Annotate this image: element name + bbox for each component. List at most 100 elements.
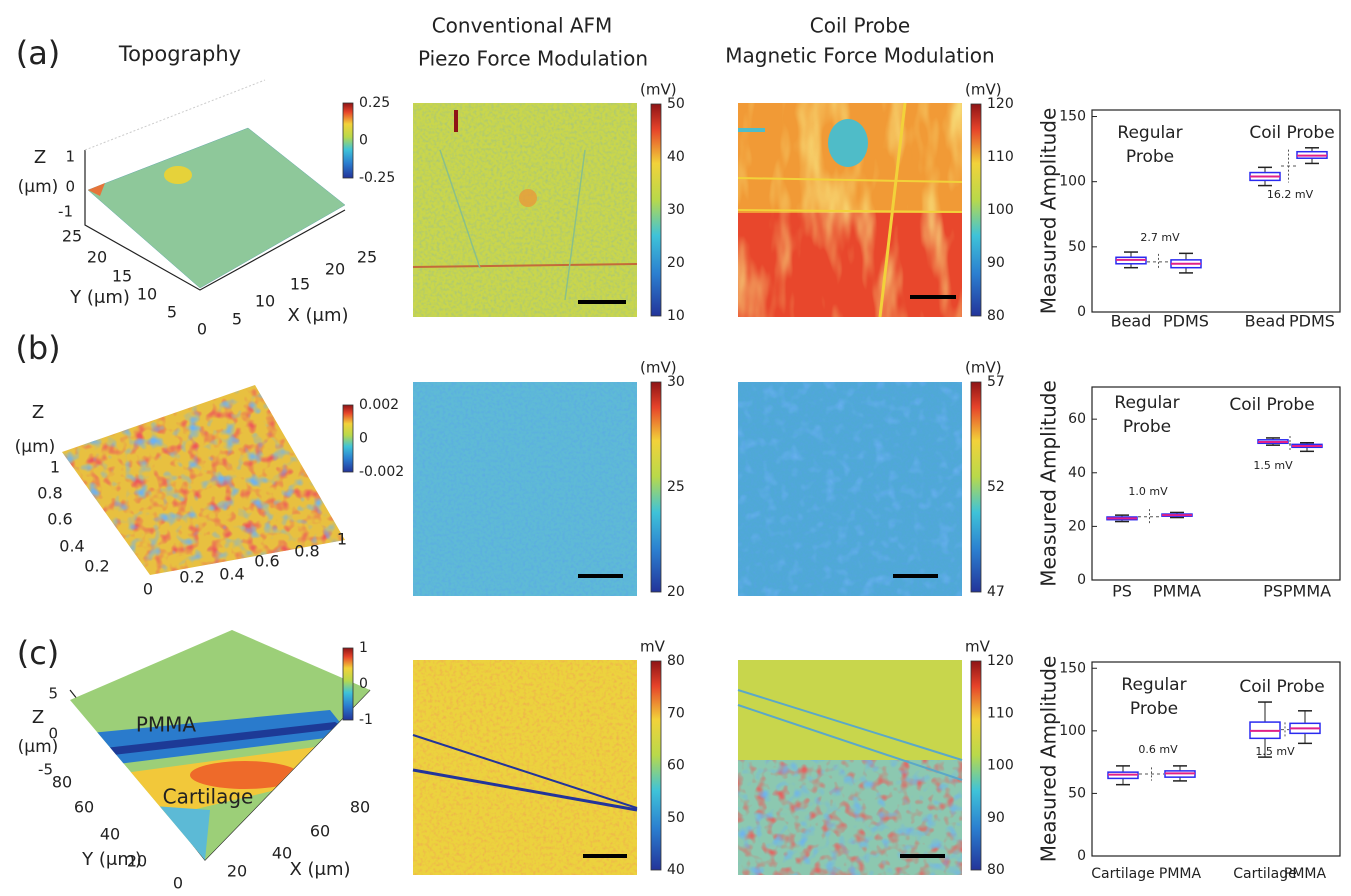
axis-label: Y (μm): [69, 287, 130, 308]
y-tick-label: 0: [1077, 572, 1086, 588]
y-tick-label: 100: [1059, 723, 1086, 739]
colorbar-tick-label: 52: [987, 479, 1005, 495]
colorbar-unit: (mV): [965, 81, 1002, 99]
column-title: Piezo Force Modulation: [418, 47, 648, 71]
x-tick-label: PDMS: [1289, 312, 1335, 331]
panel-label: (b): [15, 329, 60, 367]
difference-label: 1.5 mV: [1253, 459, 1293, 472]
y-tick-label: 0.8: [37, 484, 62, 503]
afm-image-a: [412, 103, 638, 317]
colorbar-tick-label: -0.002: [359, 464, 404, 480]
column-title: Coil Probe: [810, 14, 910, 38]
y-axis-label: Measured Amplitude: [1037, 656, 1061, 863]
x-tick-label: 60: [310, 822, 330, 841]
colorbar-tick-label: 70: [667, 705, 685, 721]
colorbar-tick-label: 60: [667, 758, 685, 774]
colorbar-unit: (mV): [640, 81, 677, 99]
colorbar-tick-label: 10: [667, 308, 685, 324]
group-label: Regular: [1117, 123, 1182, 143]
colorbar-tick-label: 0: [359, 133, 368, 149]
region-label: PMMA: [136, 713, 197, 737]
panel-label: (a): [16, 34, 61, 72]
colorbar-tick-label: 0: [359, 431, 368, 447]
y-tick-label: 1: [50, 458, 60, 477]
y-tick-label: 60: [74, 798, 94, 817]
panel-label: (c): [17, 634, 60, 672]
colorbar-unit: (mV): [965, 359, 1002, 377]
group-label: Probe: [1130, 699, 1178, 719]
colorbar-tick-label: 25: [667, 479, 685, 495]
axis-label: X (μm): [287, 305, 348, 326]
colorbar-tick-label: 100: [987, 202, 1014, 218]
y-tick-label: 20: [87, 248, 107, 267]
y-tick-label: 50: [1068, 239, 1086, 255]
x-tick-label: 5: [232, 310, 242, 329]
x-tick-label: PMMA: [1153, 582, 1201, 601]
x-tick-label: 20: [325, 260, 345, 279]
y-tick-label: 40: [100, 825, 120, 844]
group-label: Probe: [1126, 147, 1174, 167]
z-tick-label: 0: [65, 178, 75, 196]
y-tick-label: 0: [173, 874, 183, 893]
z-tick-label: -1: [58, 203, 73, 221]
colorbar: [970, 381, 982, 593]
colorbar: [970, 660, 982, 871]
x-tick-label: 0.2: [179, 568, 204, 587]
x-tick-label: 15: [290, 275, 310, 294]
y-tick-label: 150: [1059, 660, 1086, 676]
y-tick-label: 0.4: [59, 537, 84, 556]
colorbar-tick-label: 90: [987, 255, 1005, 271]
difference-label: 0.6 mV: [1138, 743, 1178, 756]
x-tick-label: PMMA: [1284, 866, 1327, 882]
x-tick-label: Cartilage: [1091, 866, 1154, 882]
colorbar-tick-label: 0.25: [359, 95, 390, 111]
colorbar-tick-label: 80: [987, 308, 1005, 324]
colorbar: [970, 103, 982, 317]
axis-label: Z: [34, 147, 46, 168]
colorbar-tick-label: 40: [667, 149, 685, 165]
y-tick-label: 0.2: [84, 557, 109, 576]
colorbar-tick-label: 80: [987, 862, 1005, 878]
group-label: Coil Probe: [1249, 123, 1334, 143]
x-tick-label: 40: [272, 844, 292, 863]
y-tick-label: 25: [62, 227, 82, 246]
group-label: Regular: [1121, 675, 1186, 695]
x-tick-label: 0.6: [254, 552, 279, 571]
axis-label: X (μm): [289, 859, 350, 880]
z-tick-label: 5: [48, 685, 58, 703]
x-tick-label: 1: [337, 530, 347, 549]
colorbar-tick-label: 50: [667, 810, 685, 826]
x-tick-label: PMMA: [1283, 582, 1331, 601]
x-tick-label: PS: [1112, 582, 1132, 601]
y-tick-label: 20: [127, 852, 147, 871]
colorbar-tick-label: 47: [987, 584, 1005, 600]
coil-image-c: [737, 660, 963, 875]
column-title: Topography: [118, 42, 241, 66]
colorbar: [342, 647, 354, 721]
y-tick-label: 50: [1068, 785, 1086, 801]
axis-label: (μm): [18, 737, 59, 757]
axis-label: Y (μm): [81, 849, 142, 870]
plot-frame: [1091, 661, 1341, 857]
y-axis-label: Measured Amplitude: [1037, 380, 1061, 587]
x-tick-label: PMMA: [1159, 866, 1202, 882]
y-tick-label: 150: [1059, 109, 1086, 125]
colorbar-tick-label: 120: [987, 653, 1014, 669]
colorbar: [650, 103, 662, 317]
colorbar-tick-label: 1: [359, 640, 368, 656]
group-label: Coil Probe: [1239, 677, 1324, 697]
colorbar-unit: mV: [965, 638, 991, 656]
colorbar-tick-label: 0.002: [359, 397, 399, 413]
afm-image-b: [413, 382, 637, 596]
z-tick-label: -5: [38, 761, 53, 779]
z-tick-label: 0: [48, 725, 58, 743]
colorbar-tick-label: 20: [667, 255, 685, 271]
colorbar-tick-label: 57: [987, 374, 1005, 390]
y-tick-label: 0: [1077, 848, 1086, 864]
x-tick-label: 25: [357, 248, 377, 267]
colorbar-tick-label: 90: [987, 810, 1005, 826]
y-tick-label: 0: [197, 320, 207, 339]
difference-label: 2.7 mV: [1140, 231, 1180, 244]
